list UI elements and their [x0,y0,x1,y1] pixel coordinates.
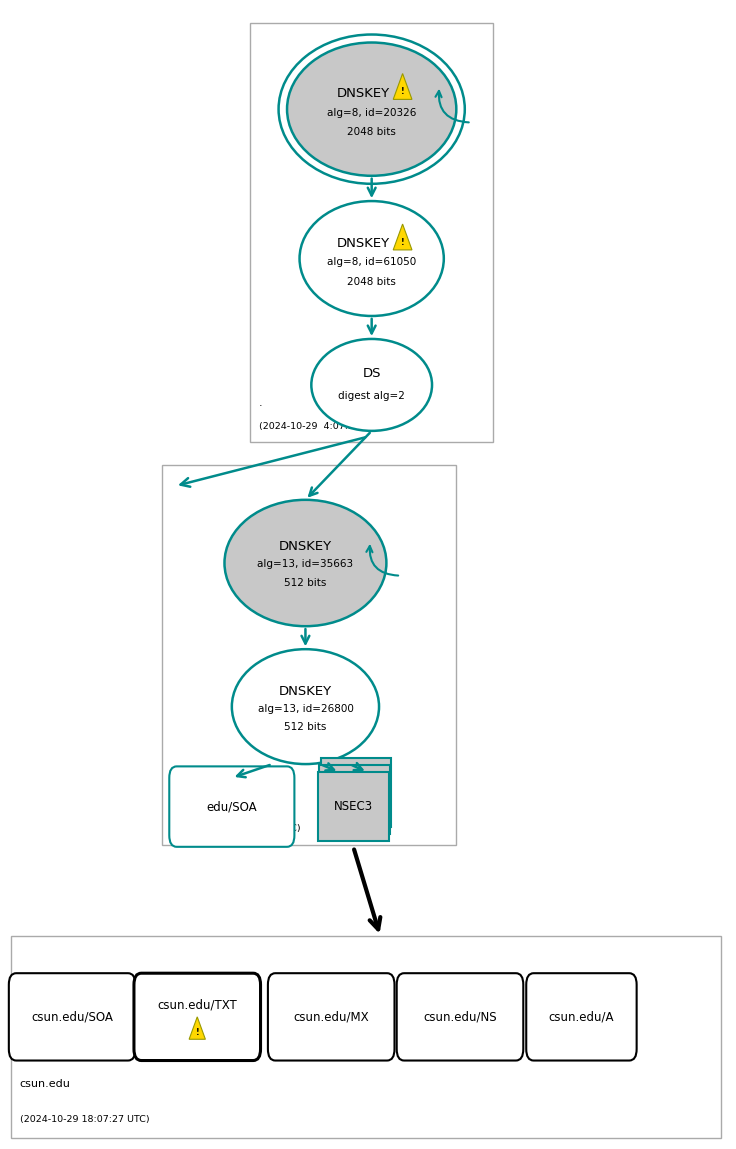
Text: !: ! [401,238,404,247]
Text: !: ! [401,87,404,97]
FancyBboxPatch shape [169,766,294,847]
Ellipse shape [224,500,386,626]
FancyBboxPatch shape [319,765,390,834]
Text: 2048 bits: 2048 bits [347,277,396,286]
Text: alg=13, id=26800: alg=13, id=26800 [258,704,353,714]
Text: DNSKEY: DNSKEY [336,237,389,250]
FancyBboxPatch shape [318,772,389,841]
Text: csun.edu/SOA: csun.edu/SOA [31,1010,113,1024]
Text: csun.edu/NS: csun.edu/NS [423,1010,497,1024]
Text: DS: DS [362,367,381,380]
Text: csun.edu/MX: csun.edu/MX [294,1010,369,1024]
FancyBboxPatch shape [397,973,523,1061]
Text: alg=8, id=20326: alg=8, id=20326 [327,108,417,117]
FancyBboxPatch shape [526,973,637,1061]
Ellipse shape [311,339,432,431]
Text: csun.edu/TXT: csun.edu/TXT [158,998,237,1012]
Text: .: . [259,398,263,408]
Text: digest alg=2: digest alg=2 [339,392,405,401]
Text: alg=13, id=35663: alg=13, id=35663 [258,560,353,569]
Bar [162,465,456,845]
Ellipse shape [300,201,444,316]
Text: alg=8, id=61050: alg=8, id=61050 [327,257,417,267]
Text: 2048 bits: 2048 bits [347,128,396,137]
Text: DNSKEY: DNSKEY [279,685,332,699]
FancyBboxPatch shape [134,973,261,1061]
Ellipse shape [287,43,456,176]
Text: DNSKEY: DNSKEY [279,540,332,554]
FancyBboxPatch shape [268,973,394,1061]
Text: DNSKEY: DNSKEY [336,86,389,100]
Polygon shape [393,224,412,249]
Text: edu: edu [171,800,192,810]
Text: 512 bits: 512 bits [284,723,327,732]
FancyBboxPatch shape [321,758,392,827]
Text: (2024-10-29 17:54:08 UTC): (2024-10-29 17:54:08 UTC) [171,824,300,833]
Text: NSEC3: NSEC3 [333,800,373,813]
Ellipse shape [232,649,379,764]
Bar [250,23,493,442]
Text: edu/SOA: edu/SOA [207,800,257,813]
Text: (2024-10-29  4:07:50 UTC): (2024-10-29 4:07:50 UTC) [259,422,386,431]
FancyBboxPatch shape [9,973,135,1061]
Text: (2024-10-29 18:07:27 UTC): (2024-10-29 18:07:27 UTC) [20,1115,149,1124]
Text: csun.edu/A: csun.edu/A [549,1010,614,1024]
Bar [11,936,721,1138]
Text: 512 bits: 512 bits [284,578,327,587]
Text: !: ! [196,1028,199,1038]
Polygon shape [189,1017,205,1039]
Polygon shape [393,74,412,99]
Text: csun.edu: csun.edu [20,1079,71,1089]
